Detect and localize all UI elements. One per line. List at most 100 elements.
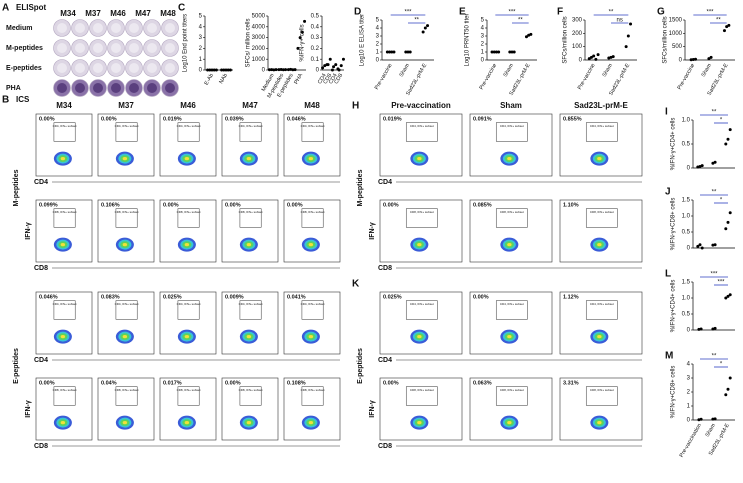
y-tick-label: 0 (687, 246, 691, 252)
data-point (711, 417, 715, 421)
column-header: Sad23L-prM-E (574, 101, 628, 110)
category-label: E-Ab (204, 73, 215, 87)
gate (53, 208, 76, 228)
flow-plot (559, 377, 643, 441)
flow-plot (97, 113, 155, 177)
cell-density (308, 335, 314, 339)
panel-label: L (665, 269, 671, 280)
significance-label: ns (616, 18, 622, 24)
percent-label: 0.00% (39, 116, 55, 122)
flow-plot (379, 113, 463, 177)
y-tick-label: 0.5 (682, 142, 691, 148)
y-axis-label: Log10 E ELISA titer (360, 14, 366, 66)
percent-label: 0.04% (101, 380, 117, 386)
gate-label: CD4, IFN+ subset (177, 302, 201, 306)
y-tick-label: 1 (481, 50, 485, 56)
gate-label: CD8, IFN+ subset (115, 388, 139, 392)
well-spots (75, 63, 85, 73)
data-point (341, 57, 345, 61)
flow-plot (469, 291, 553, 355)
gate (115, 386, 138, 406)
column-header: M46 (110, 9, 126, 18)
x-axis-label: CD8 (378, 443, 392, 450)
flow-plot (35, 291, 93, 355)
data-point (696, 244, 700, 248)
gate-label: CD8, IFN+ subset (500, 210, 524, 214)
percent-label: 0.108% (287, 380, 306, 386)
y-tick-label: 0 (687, 328, 691, 334)
y-axis-label: %IFN-γ+CD4+ cells (671, 118, 677, 171)
cell-density (417, 243, 422, 247)
significance-label: *** (508, 10, 516, 16)
percent-label: 0.00% (473, 294, 489, 300)
well-spots (93, 83, 103, 93)
data-point (691, 57, 695, 61)
well-spots (57, 63, 67, 73)
data-point (279, 67, 283, 71)
y-tick-label: 0.5 (682, 312, 691, 318)
data-point (390, 50, 394, 54)
y-axis-label: %IFN-γ+CD8+ cells (671, 198, 677, 251)
flow-plot (159, 291, 217, 355)
well-spots (129, 83, 139, 93)
percent-label: 0.083% (101, 294, 120, 300)
y-tick-label: 4 (199, 24, 203, 30)
gate (177, 122, 200, 142)
column-header: M47 (135, 9, 151, 18)
gate (405, 300, 438, 320)
cell-density (507, 157, 512, 161)
well-spots (129, 43, 139, 53)
gate-label: CD4, IFN+ subset (177, 124, 201, 128)
significance-label: ** (712, 190, 717, 196)
gate-label: CD4, IFN+ subset (410, 124, 434, 128)
data-point (629, 22, 633, 26)
cell-density (308, 157, 314, 161)
row-label: M-peptides (6, 45, 43, 52)
flow-plot (97, 291, 155, 355)
percent-label: 0.085% (473, 202, 492, 208)
panel-label: C (178, 3, 185, 14)
gate-label: CD8, IFN+ subset (177, 210, 201, 214)
data-point (724, 227, 728, 231)
y-tick-label: 1500 (669, 18, 683, 24)
well-spots (93, 63, 103, 73)
gate-label: CD8, IFN+ subset (590, 210, 614, 214)
y-tick-label: 0 (679, 58, 683, 64)
cell-density (246, 243, 252, 247)
data-point (281, 68, 285, 72)
category-label: CD4 (328, 73, 339, 86)
x-axis-label: CD4 (378, 179, 392, 186)
y-axis-label: IFN-γ (369, 400, 376, 418)
x-axis-label: CD4 (34, 179, 48, 186)
y-axis-label: SFCs/million cells (563, 16, 569, 63)
data-point (490, 50, 494, 54)
category-label: Sham (399, 62, 412, 78)
data-point (700, 246, 704, 250)
significance-label: ** (609, 10, 614, 16)
flow-plot (559, 113, 643, 177)
y-tick-label: 3 (376, 34, 380, 40)
gate (115, 300, 138, 320)
data-point (728, 293, 732, 297)
panel-label: H (352, 101, 359, 112)
gate-label: CD4, IFN+ subset (500, 302, 524, 306)
well-spots (75, 23, 85, 33)
column-header: M37 (85, 9, 101, 18)
gate-label: CD8, IFN+ subset (500, 388, 524, 392)
well-spots (129, 23, 139, 33)
data-point (728, 211, 732, 215)
category-label: CD8 (334, 73, 345, 86)
data-point (303, 19, 307, 23)
data-point (689, 58, 693, 62)
y-tick-label: 1 (376, 50, 380, 56)
group-label: E-peptides (357, 348, 364, 384)
cell-density (184, 243, 190, 247)
gate (239, 386, 262, 406)
percent-label: 0.039% (225, 116, 244, 122)
flow-plot (283, 377, 341, 441)
data-point (611, 55, 615, 59)
gate (495, 208, 528, 228)
data-point (214, 68, 218, 72)
y-tick-label: 0 (199, 68, 203, 74)
percent-label: 0.00% (287, 202, 303, 208)
